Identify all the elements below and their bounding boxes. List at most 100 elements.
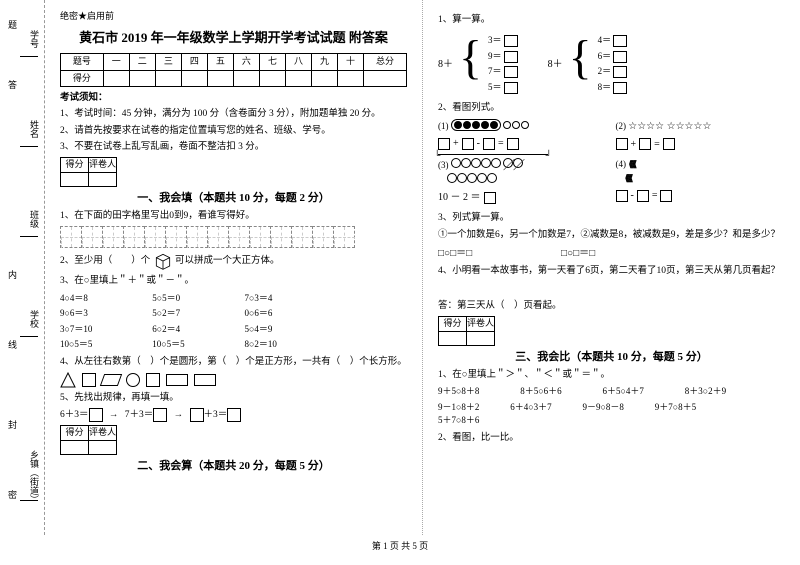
cell: 得分 <box>61 158 89 173</box>
cube-icon <box>153 251 173 271</box>
grader-table: 得分评卷人 <box>60 425 117 455</box>
cell: 评卷人 <box>89 158 117 173</box>
r-q4: 4、小明看一本故事书，第一天看了6页，第二天看了10页，第三天从第几页看起？ <box>438 264 785 278</box>
brace-icon: { <box>459 34 482 82</box>
cell: 四 <box>181 54 207 71</box>
margin-xiangzhen: 乡镇（街道） <box>28 450 41 504</box>
pic-1: (1) +-= └┘ <box>438 119 608 156</box>
margin-line <box>20 146 38 147</box>
left-column: 绝密★启用前 黄石市 2019 年一年级数学上学期开学考试试题 附答案 题号 一… <box>45 0 423 535</box>
cell: 得分 <box>61 70 104 87</box>
eq-row: 9－1○8＋2 6＋4○3＋7 9－9○8－8 9＋7○8＋5 5＋7○8＋6 <box>438 401 785 428</box>
square-icon <box>82 373 96 387</box>
picture-problems: (1) +-= └┘ (2) ☆☆☆☆ ☆☆☆☆☆ += <box>438 119 785 156</box>
notice: 1、考试时间：45 分钟，满分为 100 分（含卷面分 3 分），附加题单独 2… <box>60 107 407 121</box>
cell: 题号 <box>61 54 104 71</box>
cell: 五 <box>207 54 233 71</box>
cell: 得分 <box>439 317 467 332</box>
rectangle-icon <box>194 374 216 386</box>
margin-ti: 题 <box>6 20 19 29</box>
tianzi-grid <box>60 226 407 248</box>
binding-margin: 学号 姓名 班级 学校 乡镇（街道） 内 线 封 密 答 题 <box>0 0 45 535</box>
table-row: 题号 一 二 三 四 五 六 七 八 九 十 总分 <box>61 54 407 71</box>
cell: 八 <box>285 54 311 71</box>
cell: 得分 <box>61 426 89 441</box>
r-q3: 3、列式算一算。 <box>438 211 785 225</box>
eq-row: 9＋5○8＋8 8＋5○6＋6 6＋5○4＋7 8＋3○2＋9 <box>438 385 785 399</box>
eq-row: 3○7＝10 6○2＝4 5○4＝9 <box>60 323 407 337</box>
notice-title: 考试须知： <box>60 91 407 105</box>
cell: 七 <box>259 54 285 71</box>
rectangle-icon <box>166 374 188 386</box>
q1-4: 4、从左往右数第（ ）个是圆形，第（ ）个是正方形，一共有（ ）个长方形。 <box>60 355 407 369</box>
star-icon: ☆☆☆☆ ☆☆☆☆☆ <box>628 121 711 132</box>
margin-nei: 内 <box>6 270 19 279</box>
eq-boxes: □○□＝□ □○□＝□ <box>438 246 785 261</box>
section2-heading: 二、我会算（本题共 20 分，每题 5 分） <box>60 458 407 475</box>
section3-heading: 三、我会比（本题共 10 分，每题 5 分） <box>438 349 785 366</box>
q1-5: 5、先找出规律，再填一填。 <box>60 391 407 405</box>
smiley-row <box>451 160 523 170</box>
r-sec3-q2: 2、看图，比一比。 <box>438 431 785 445</box>
cell: 十 <box>338 54 364 71</box>
pic-4: (4) ⟨⟨⟨⟨⟨⟨⟨⟨⟨⟨⟨⟨ ⟨⟨⟨⟨⟨⟨⟨⟨⟨⟨⟨⟨ -= <box>616 158 786 208</box>
cell: 总分 <box>364 54 407 71</box>
notice: 3、不要在试卷上乱写乱画，卷面不整洁扣 3 分。 <box>60 140 407 154</box>
eq-row: 4○4＝8 5○5＝0 7○3＝4 <box>60 292 407 306</box>
text: 8＋ <box>548 57 563 72</box>
cell: 评卷人 <box>467 317 495 332</box>
r-q4-ans: 答：第三天从（ ）页看起。 <box>438 299 785 313</box>
q1-1: 1、在下面的田字格里写出0到9，看谁写得好。 <box>60 209 407 223</box>
wave-icon: ⟨⟨⟨⟨⟨⟨⟨⟨⟨⟨⟨⟨ <box>628 159 634 169</box>
right-column: 1、算一算。 8＋ { 3＝ 9＝ 7＝ 5＝ 8＋ { 4＝ 6＝ 2＝ <box>423 0 800 535</box>
margin-xian: 线 <box>6 340 19 349</box>
margin-da: 答 <box>6 80 19 89</box>
margin-banji: 班级 <box>28 210 41 228</box>
text: 8＋ <box>438 57 453 72</box>
q1-5-eq: 6＋3＝ → 7＋3＝ → ＋3＝ <box>60 408 407 422</box>
cell: 评卷人 <box>89 426 117 441</box>
margin-xuexiao: 学校 <box>28 310 41 328</box>
margin-mi: 密 <box>6 490 19 499</box>
cell: 三 <box>155 54 181 71</box>
triangle-icon <box>60 372 76 388</box>
q1-2: 2、至少用（ ）个 可以拼成一个大正方体。 <box>60 251 407 271</box>
text: 2、至少用（ ）个 <box>60 256 150 266</box>
cell: 一 <box>103 54 129 71</box>
section1-heading: 一、我会填（本题共 10 分，每题 2 分） <box>60 190 407 207</box>
r-q1: 1、算一算。 <box>438 13 785 27</box>
cell: 九 <box>312 54 338 71</box>
pic-3: (3) 10 － 2 ＝ <box>438 158 608 208</box>
margin-line <box>20 500 38 501</box>
dot-group-icon <box>451 119 501 131</box>
r-sec3-q1: 1、在○里填上＂＞＂、＂＜＂或＂＝＂。 <box>438 368 785 382</box>
picture-problems-2: (3) 10 － 2 ＝ (4) ⟨⟨⟨⟨⟨⟨⟨⟨⟨⟨⟨⟨ ⟨⟨⟨⟨⟨⟨⟨⟨⟨⟨… <box>438 158 785 208</box>
exam-page: 学号 姓名 班级 学校 乡镇（街道） 内 线 封 密 答 题 绝密★启用前 黄石… <box>0 0 800 535</box>
margin-feng: 封 <box>6 420 19 429</box>
score-table: 题号 一 二 三 四 五 六 七 八 九 十 总分 得分 <box>60 53 407 87</box>
cell: 六 <box>233 54 259 71</box>
brace-icon: { <box>569 34 592 82</box>
circle-icon <box>126 373 140 387</box>
arrow-icon: → <box>174 408 184 422</box>
r-q2: 2、看图列式。 <box>438 101 785 115</box>
grader-table: 得分评卷人 <box>438 316 495 346</box>
arrow-icon: → <box>109 408 119 422</box>
text: 可以拼成一个大正方体。 <box>175 256 280 266</box>
margin-line <box>20 336 38 337</box>
cell: 二 <box>129 54 155 71</box>
q1-3: 3、在○里填上＂＋＂或＂－＂。 <box>60 274 407 288</box>
margin-xingming: 姓名 <box>28 120 41 138</box>
r-q3-text: ①一个加数是6，另一个加数是7，②减数是8，被减数是9，差是多少？和是多少？ <box>438 228 785 242</box>
margin-line <box>20 236 38 237</box>
notice: 2、请首先按要求在试卷的指定位置填写您的姓名、班级、学号。 <box>60 124 407 138</box>
square-icon <box>146 373 160 387</box>
page-footer: 第 1 页 共 5 页 <box>0 535 800 556</box>
margin-xuehao: 学号 <box>28 30 41 48</box>
exam-title: 黄石市 2019 年一年级数学上学期开学考试试题 附答案 <box>60 28 407 48</box>
secret-tag: 绝密★启用前 <box>60 10 407 24</box>
grader-table: 得分评卷人 <box>60 157 117 187</box>
brace-container: 8＋ { 3＝ 9＝ 7＝ 5＝ 8＋ { 4＝ 6＝ 2＝ 8＝ <box>438 30 785 98</box>
table-row: 得分 <box>61 70 407 87</box>
eq-row: 9○6＝3 5○2＝7 0○6＝6 <box>60 307 407 321</box>
